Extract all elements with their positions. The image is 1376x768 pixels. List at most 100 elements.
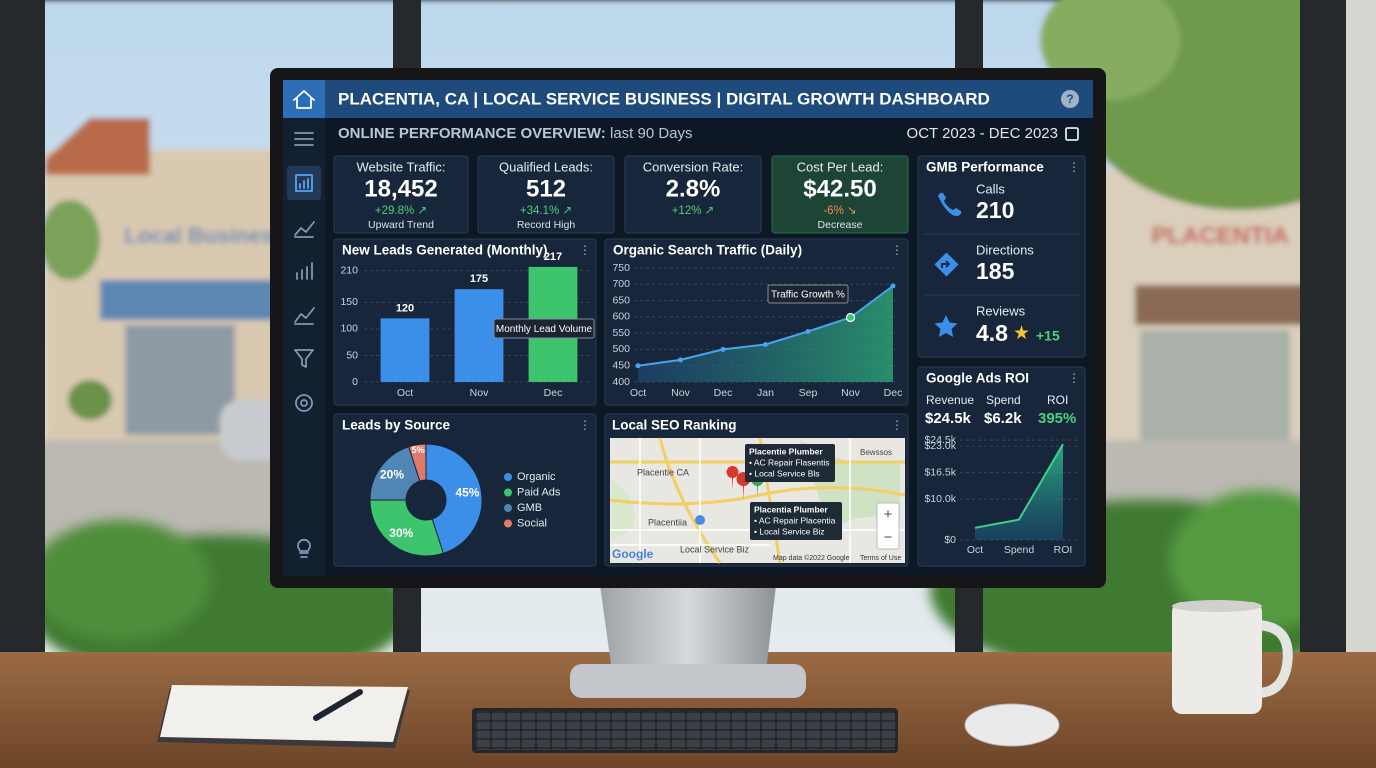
dashboard-title: PLACENTIA, CA | LOCAL SERVICE BUSINESS |… <box>338 89 990 108</box>
y-tick-label: 650 <box>612 294 630 306</box>
x-tick-label: Jan <box>757 387 774 399</box>
mug-rim <box>1172 600 1262 612</box>
panel-menu[interactable]: ⋮ <box>1068 160 1080 174</box>
menu-icon[interactable] <box>294 132 314 146</box>
nav-analytics[interactable] <box>294 307 315 325</box>
header-bar <box>283 80 1093 118</box>
home-button[interactable] <box>283 80 325 118</box>
callout-text: • Local Service Bls <box>749 468 820 478</box>
zoom-in[interactable]: + <box>884 506 893 523</box>
map-label: Placentie CA <box>637 467 689 477</box>
phone-icon <box>938 192 962 217</box>
panel-menu[interactable]: ⋮ <box>579 418 591 432</box>
kpi-label: Cost Per Lead: <box>797 159 884 174</box>
value-label: 217 <box>544 251 562 263</box>
date-range[interactable]: OCT 2023 - DEC 2023 <box>907 125 1058 142</box>
y-tick-label: $0 <box>944 534 956 546</box>
marker <box>720 346 726 352</box>
nav-trends[interactable] <box>294 221 315 238</box>
home-icon[interactable] <box>293 90 315 109</box>
panel-title: Local SEO Ranking <box>612 418 737 433</box>
nav-settings[interactable] <box>295 394 313 412</box>
star: ★ <box>1013 323 1030 344</box>
nav-settings-core[interactable] <box>300 399 308 407</box>
map-label: Local Service Biz <box>680 544 750 554</box>
kpi-value: 18,452 <box>364 175 437 202</box>
x-tick-label: ROI <box>1054 544 1073 556</box>
panel-menu[interactable]: ⋮ <box>891 243 903 257</box>
kpi-value: 2.8% <box>666 175 721 202</box>
zoom-out[interactable]: − <box>884 529 893 546</box>
annotation: Monthly Lead Volume <box>496 324 593 335</box>
frame-post <box>0 0 45 660</box>
y-tick-label: 600 <box>612 311 630 323</box>
gmb-label: Reviews <box>976 303 1026 318</box>
left-door <box>125 325 235 435</box>
area <box>975 444 1063 540</box>
value-label: 120 <box>396 302 414 314</box>
legend-label: Paid Ads <box>517 486 561 498</box>
kpi-card <box>624 155 762 234</box>
gmb-change: +15 <box>1036 328 1060 344</box>
map-terms[interactable]: Terms of Use <box>860 555 901 562</box>
pie-slice <box>369 446 421 501</box>
area <box>638 285 893 382</box>
overview-period: last 90 Days <box>610 125 693 142</box>
kpi-change: +34.1% ↗ <box>520 205 572 217</box>
left-roof <box>45 118 150 175</box>
kpi-change: +12% ↗ <box>672 205 715 217</box>
nav-reports[interactable] <box>296 262 313 280</box>
y-tick-label: 100 <box>340 323 358 335</box>
panel-menu[interactable]: ⋮ <box>1068 371 1080 385</box>
right-sign: PLACENTIA <box>1151 222 1288 249</box>
x-tick-label: Oct <box>397 387 413 399</box>
zoom-control[interactable] <box>876 502 900 550</box>
gmb-label: Directions <box>976 242 1034 257</box>
help-button[interactable] <box>1061 90 1079 108</box>
callout-text: • Local Service Biz <box>754 526 825 536</box>
y-tick-label: 450 <box>612 359 630 371</box>
pie-slice <box>408 443 427 482</box>
roi-metric-label: Revenue <box>926 393 974 407</box>
kpi-change: -6% ↘ <box>823 205 856 217</box>
calendar-icon[interactable] <box>1065 127 1079 141</box>
map-callout <box>750 502 842 540</box>
x-tick-label: Spend <box>1004 544 1035 556</box>
y-tick-label: 700 <box>612 278 630 290</box>
y-tick-label: $16.5k <box>924 466 956 478</box>
help-icon[interactable]: ? <box>1066 92 1073 106</box>
pen <box>313 689 363 721</box>
map-label: Bewssos <box>860 448 892 457</box>
shrub <box>68 380 112 420</box>
callout-text: • AC Repair Flasentis <box>749 457 829 467</box>
overview-label: ONLINE PERFORMANCE OVERVIEW: <box>338 125 606 142</box>
callout-text: Placentie Plumber <box>749 446 823 456</box>
mouse <box>964 703 1060 747</box>
y-tick-label: $10.0k <box>924 493 956 505</box>
reviews-icon <box>934 315 958 337</box>
roi-metric-value: $24.5k <box>925 410 972 427</box>
right-window <box>1140 330 1290 440</box>
marker <box>845 312 856 323</box>
y-tick-label: $23.0k <box>924 440 956 452</box>
map-park <box>612 480 635 540</box>
overview: ONLINE PERFORMANCE OVERVIEW: last 90 Day… <box>338 125 693 142</box>
annotation-box <box>493 318 595 339</box>
tree <box>40 200 100 280</box>
nav-ideas[interactable] <box>297 538 311 558</box>
panel-menu[interactable]: ⋮ <box>579 243 591 257</box>
marker <box>890 283 896 289</box>
kpi-card <box>477 155 615 234</box>
charts: New Leads Generated (Monthly) ⋮ 0 50 100 150 2… <box>333 238 1080 567</box>
legend-label: GMB <box>517 502 542 514</box>
nav-dashboard[interactable] <box>295 174 313 192</box>
x-tick-label: Nov <box>671 387 690 399</box>
panel-menu[interactable]: ⋮ <box>891 418 903 432</box>
x-tick-label: Dec <box>544 387 563 399</box>
y-tick-label: 210 <box>340 264 358 276</box>
gmb-label: Calls <box>976 181 1005 196</box>
legend-swatch <box>504 504 512 512</box>
gmb-value: 210 <box>976 197 1014 223</box>
nav-filter[interactable] <box>294 349 314 368</box>
